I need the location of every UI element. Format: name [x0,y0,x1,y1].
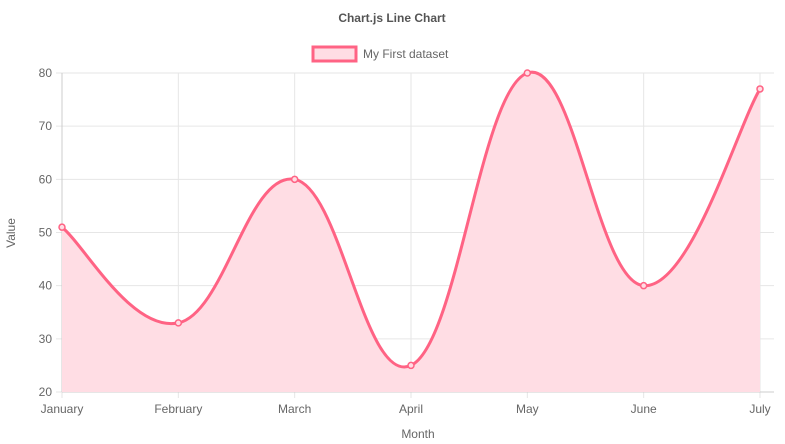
chart-title: Chart.js Line Chart [338,11,445,25]
x-tick-label: May [516,402,539,416]
data-point-may[interactable] [523,69,532,77]
y-tick-label: 30 [39,332,53,346]
series-points [58,69,764,370]
y-tick-label: 20 [39,385,53,399]
legend-swatch[interactable] [311,45,358,63]
x-tick-label: June [631,402,657,416]
x-tick-label: April [399,402,423,416]
y-tick-label: 40 [39,279,53,293]
legend-label[interactable]: My First dataset [363,47,449,61]
y-tick-label: 60 [39,172,53,186]
x-axis-ticks: January February March April May June July [41,402,771,416]
chart-legend[interactable]: My First dataset [311,45,449,63]
y-tick-label: 70 [39,119,53,133]
series-area-fill [62,72,760,392]
x-tick-label: January [41,402,84,416]
x-tick-label: March [278,402,311,416]
x-axis-title: Month [401,427,434,441]
data-point-june[interactable] [639,281,648,290]
x-tick-label: July [749,402,770,416]
y-tick-label: 80 [39,66,53,80]
data-point-april[interactable] [407,361,415,370]
y-tick-label: 50 [39,226,53,240]
series-area [62,72,760,392]
data-point-march[interactable] [290,175,299,184]
data-point-february[interactable] [174,319,183,327]
data-point-july[interactable] [756,85,764,93]
data-point-january[interactable] [58,223,66,231]
x-tick-label: February [154,402,202,416]
y-axis-title: Value [4,218,18,248]
y-axis-ticks: 20 30 40 50 60 70 80 [39,66,53,399]
